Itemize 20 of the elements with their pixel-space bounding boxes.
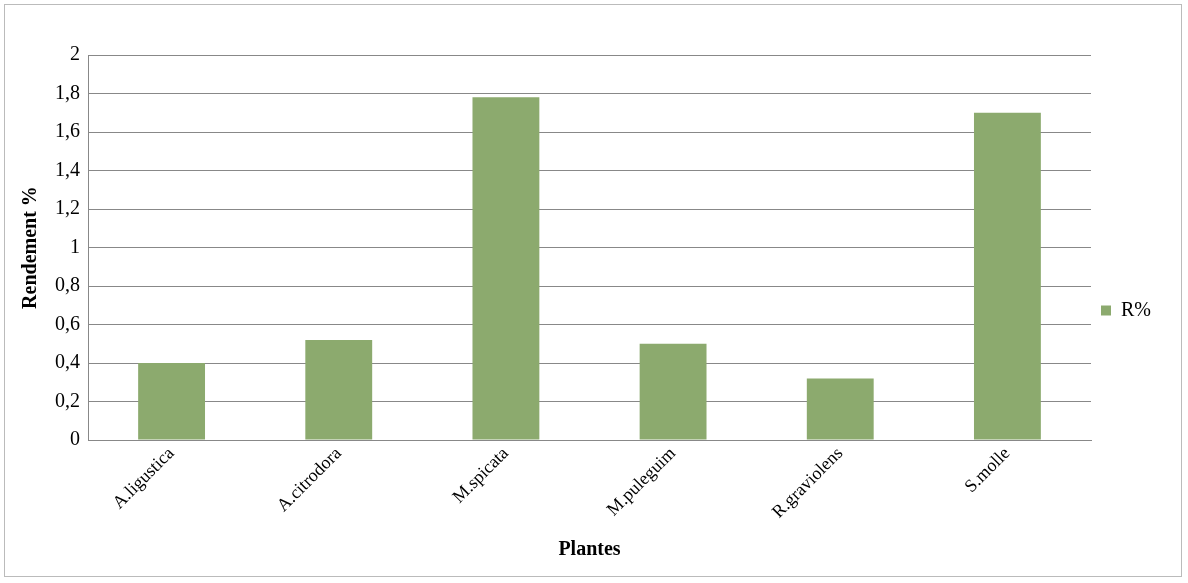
bar <box>472 97 540 440</box>
legend-label: R% <box>1121 297 1151 320</box>
x-axis-title: Plantes <box>558 537 621 560</box>
y-axis-title: Rendement % <box>18 186 41 309</box>
bar <box>305 339 373 440</box>
y-tick-label: 1 <box>70 234 80 257</box>
bar <box>973 112 1041 440</box>
bar <box>138 363 206 440</box>
y-tick-label: 2 <box>70 42 80 65</box>
y-tick-label: 0,4 <box>55 350 80 373</box>
bar <box>639 343 707 440</box>
y-tick-label: 0,2 <box>55 388 80 411</box>
y-tick-label: 1,8 <box>55 80 80 103</box>
y-tick-label: 0,6 <box>55 311 80 334</box>
y-tick-label: 0,8 <box>55 273 80 296</box>
y-tick-label: 1,4 <box>55 157 80 180</box>
y-tick-label: 1,6 <box>55 119 80 142</box>
bar <box>806 378 874 440</box>
y-tick-label: 1,2 <box>55 196 80 219</box>
y-tick-label: 0 <box>70 427 80 450</box>
